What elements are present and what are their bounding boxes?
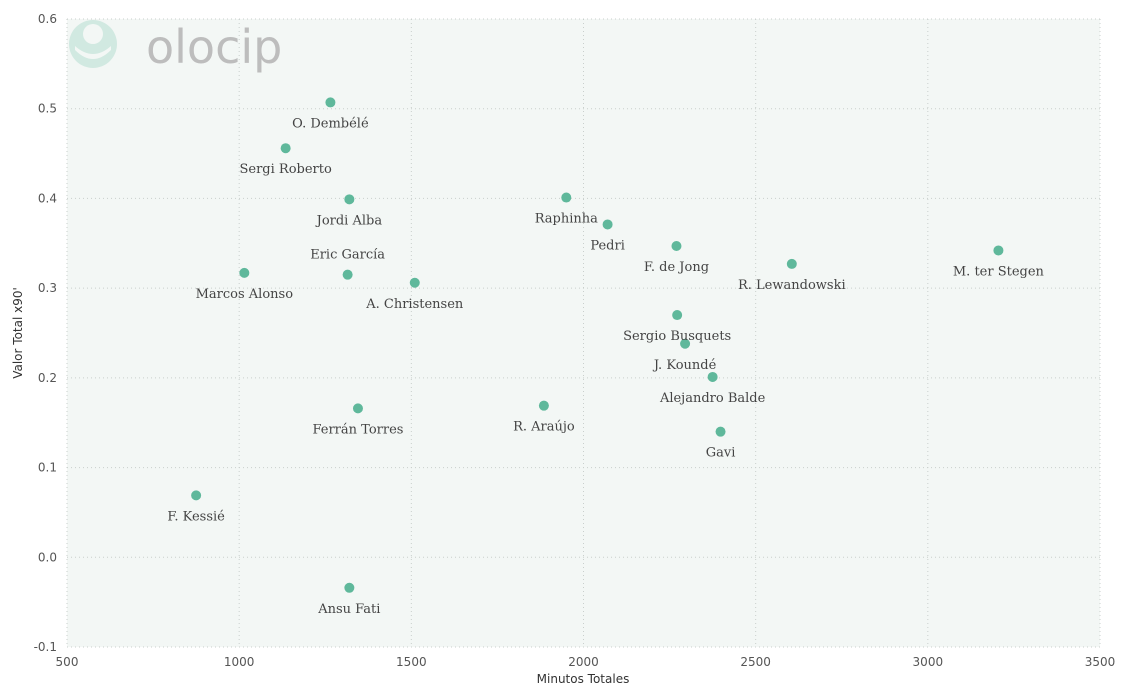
- olocip-logo: olocip: [69, 20, 282, 74]
- x-tick-label: 2000: [568, 655, 599, 669]
- point-label: M. ter Stegen: [953, 264, 1045, 279]
- x-axis-title: Minutos Totales: [537, 672, 630, 686]
- data-point[interactable]: [561, 192, 572, 203]
- point-label: Raphinha: [535, 212, 598, 227]
- data-point[interactable]: [409, 277, 420, 288]
- data-point[interactable]: [239, 267, 250, 278]
- point-label: Sergio Busquets: [623, 329, 731, 344]
- point-label: Sergi Roberto: [239, 162, 331, 177]
- y-tick-label: 0.5: [38, 102, 57, 116]
- point-label: O. Dembélé: [292, 116, 369, 131]
- y-tick-label: 0.1: [38, 461, 57, 475]
- y-tick-label: 0.2: [38, 371, 57, 385]
- data-point[interactable]: [993, 245, 1004, 256]
- point-label: Ansu Fati: [317, 602, 380, 617]
- logo-text: olocip: [146, 20, 282, 74]
- data-point[interactable]: [344, 194, 355, 205]
- y-tick-label: 0.6: [38, 12, 57, 26]
- y-axis-title: Valor Total x90': [11, 287, 25, 379]
- y-tick-label: 0.3: [38, 281, 57, 295]
- data-point[interactable]: [344, 582, 355, 593]
- x-tick-label: 1500: [396, 655, 427, 669]
- point-label: Eric García: [310, 248, 385, 263]
- point-label: R. Lewandowski: [738, 278, 846, 293]
- point-label: F. de Jong: [644, 260, 709, 275]
- data-point[interactable]: [672, 310, 683, 321]
- x-tick-label: 500: [56, 655, 79, 669]
- data-point[interactable]: [680, 338, 691, 349]
- x-tick-label: 3500: [1085, 655, 1116, 669]
- point-labels: O. Dembélé Sergi Roberto Jordi Alba Eric Ga…: [167, 116, 1044, 616]
- data-point[interactable]: [325, 97, 336, 108]
- data-point[interactable]: [602, 219, 613, 230]
- data-point[interactable]: [715, 426, 726, 437]
- x-tick-label: 3000: [913, 655, 944, 669]
- data-point[interactable]: [671, 240, 682, 251]
- point-label: A. Christensen: [365, 297, 464, 312]
- data-point[interactable]: [538, 400, 549, 411]
- data-point[interactable]: [786, 258, 797, 269]
- plot-area: [67, 19, 1100, 647]
- x-axis-ticks: 500 1000 1500 2000 2500 3000 3500: [56, 655, 1116, 669]
- point-label: F. Kessié: [167, 509, 225, 524]
- y-tick-label: -0.1: [34, 640, 57, 654]
- point-label: Jordi Alba: [315, 213, 383, 228]
- y-axis-ticks: -0.1 0.0 0.1 0.2 0.3 0.4 0.5 0.6: [34, 12, 57, 654]
- data-points: [191, 97, 1004, 593]
- point-label: R. Araújo: [513, 420, 575, 435]
- y-tick-label: 0.4: [38, 191, 57, 205]
- x-tick-label: 2500: [740, 655, 771, 669]
- grid: [66, 18, 1101, 648]
- point-label: Pedri: [590, 238, 625, 253]
- point-label: Alejandro Balde: [659, 391, 766, 406]
- data-point[interactable]: [352, 403, 363, 414]
- point-label: Gavi: [706, 446, 736, 461]
- data-point[interactable]: [342, 269, 353, 280]
- logo-mark-icon: [69, 20, 117, 68]
- point-label: Ferrán Torres: [312, 422, 403, 437]
- data-point[interactable]: [707, 371, 718, 382]
- data-point[interactable]: [191, 490, 202, 501]
- data-point[interactable]: [280, 143, 291, 154]
- x-tick-label: 1000: [224, 655, 255, 669]
- y-tick-label: 0.0: [38, 550, 57, 564]
- point-label: Marcos Alonso: [196, 287, 294, 302]
- point-label: J. Koundé: [652, 358, 717, 373]
